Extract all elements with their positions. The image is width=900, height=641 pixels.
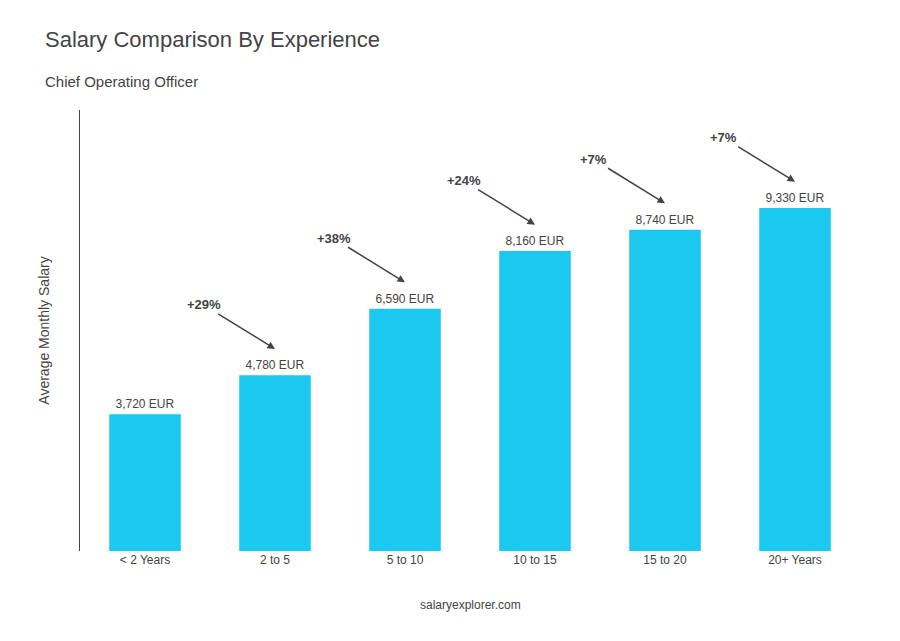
svg-text:Average Monthly Salary: Average Monthly Salary xyxy=(36,256,52,404)
svg-text:10 to 15: 10 to 15 xyxy=(513,553,557,567)
svg-text:8,160 EUR: 8,160 EUR xyxy=(505,234,564,248)
svg-text:< 2 Years: < 2 Years xyxy=(120,553,170,567)
svg-text:15 to 20: 15 to 20 xyxy=(643,553,687,567)
svg-text:8,740 EUR: 8,740 EUR xyxy=(635,213,694,227)
svg-text:+24%: +24% xyxy=(447,173,481,188)
svg-text:9,330 EUR: 9,330 EUR xyxy=(765,191,824,205)
svg-text:6,590 EUR: 6,590 EUR xyxy=(375,292,434,306)
svg-text:Salary Comparison By Experienc: Salary Comparison By Experience xyxy=(45,27,380,52)
svg-text:20+ Years: 20+ Years xyxy=(768,553,822,567)
svg-text:salaryexplorer.com: salaryexplorer.com xyxy=(420,598,521,612)
svg-text:5 to 10: 5 to 10 xyxy=(387,553,424,567)
svg-text:4,780 EUR: 4,780 EUR xyxy=(245,358,304,372)
svg-text:+7%: +7% xyxy=(710,130,737,145)
svg-text:3,720 EUR: 3,720 EUR xyxy=(115,397,174,411)
svg-text:+29%: +29% xyxy=(187,297,221,312)
svg-text:Chief Operating Officer: Chief Operating Officer xyxy=(45,73,198,90)
svg-text:+7%: +7% xyxy=(580,152,607,167)
svg-text:+38%: +38% xyxy=(317,231,351,246)
svg-text:2 to 5: 2 to 5 xyxy=(260,553,290,567)
